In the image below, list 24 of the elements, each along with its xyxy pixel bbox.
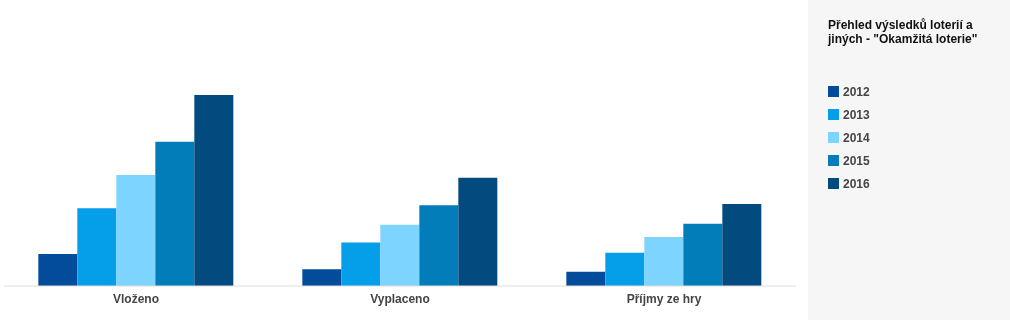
legend-label: 2015 [843,153,870,168]
bar [605,252,645,286]
x-tick-label: Vyplaceno [370,291,430,306]
legend-label: 2012 [843,84,870,99]
bar [566,271,606,286]
bar [683,223,723,286]
legend-label: 2013 [843,107,870,122]
legend-label: 2016 [843,176,870,191]
bar [419,205,459,286]
bar [155,141,195,286]
x-tick-label: Příjmy ze hry [626,291,702,306]
text: Přehled výsledků loterií a jiných - "Okamžitá loterie" [828,18,979,46]
bar [380,224,420,286]
bar [77,208,117,286]
bar [38,253,78,286]
legend-label: 2014 [843,130,870,145]
bar [194,94,234,286]
bar [116,174,156,286]
x-tick-label: Vloženo [112,291,160,306]
bar [341,242,381,286]
bar [302,269,342,286]
bar [644,236,684,286]
bar [458,177,498,286]
bar [722,204,762,286]
